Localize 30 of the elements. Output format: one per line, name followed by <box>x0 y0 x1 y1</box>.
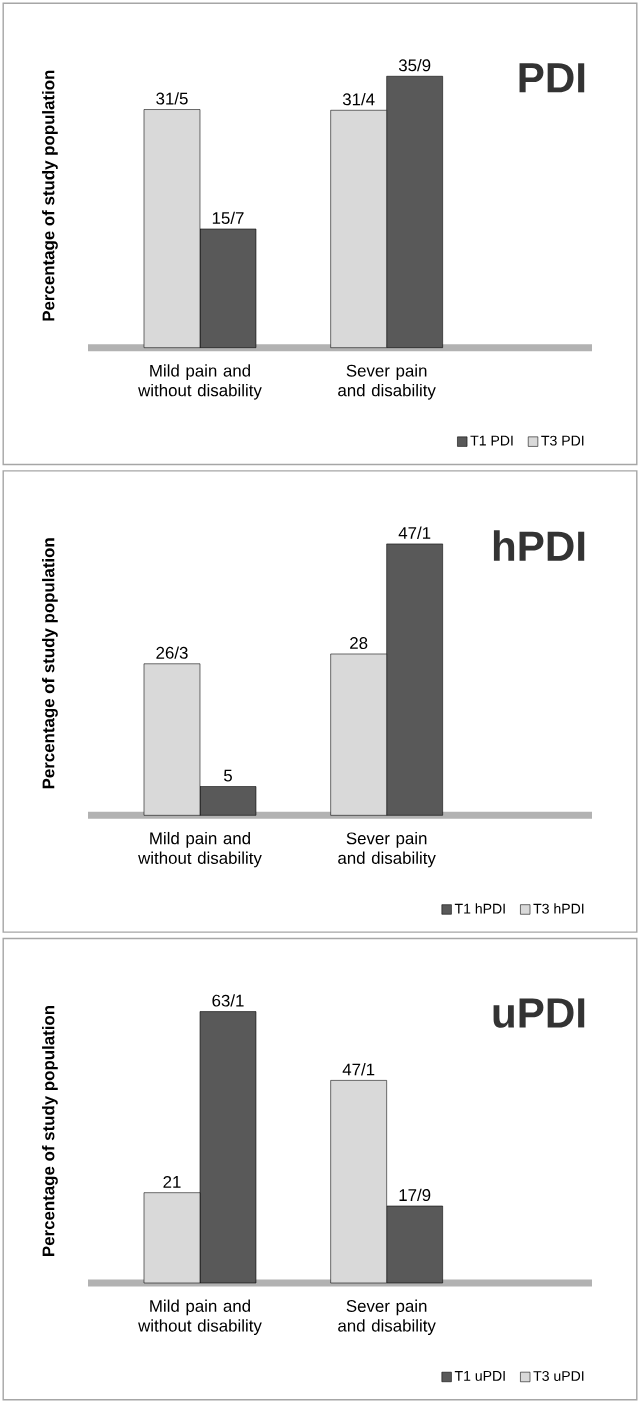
x-tick-label: Sever pain and disability <box>338 1299 436 1336</box>
chart-title: uPDI <box>493 998 585 1028</box>
legend-label: T3 hPDI <box>533 903 584 914</box>
legend-label: T1 PDI <box>470 435 513 446</box>
data-label: 31/4 <box>342 92 375 106</box>
data-label: 31/5 <box>156 92 188 105</box>
data-label: 21 <box>163 1175 181 1188</box>
x-tick-label: Mild pain and without disability <box>138 364 262 400</box>
chart-title: PDI <box>519 63 585 93</box>
data-label: 15/7 <box>212 211 244 224</box>
chart-title: hPDI <box>493 530 585 561</box>
data-label: 28 <box>350 637 368 649</box>
x-tick-label: Mild pain and without disability <box>138 831 262 868</box>
data-label: 63/1 <box>212 994 244 1007</box>
y-axis-title: Percentage of study population <box>42 1005 58 1256</box>
x-tick-label: Sever pain and disability <box>338 831 436 868</box>
data-label: 47/1 <box>342 1063 375 1076</box>
data-label: 35/9 <box>398 58 431 72</box>
data-label: 26/3 <box>156 646 188 659</box>
data-label: 5 <box>223 769 232 782</box>
x-tick-label: Sever pain and disability <box>338 364 436 400</box>
x-tick-label: Mild pain and without disability <box>138 1299 262 1336</box>
legend-label: T3 uPDI <box>533 1371 584 1381</box>
data-label: 47/1 <box>398 526 431 539</box>
y-axis-title: Percentage of study population <box>42 70 58 321</box>
y-axis-title: Percentage of study population <box>42 538 58 789</box>
data-label: 17/9 <box>399 1188 431 1202</box>
legend-label: T1 uPDI <box>454 1371 505 1381</box>
legend-label: T1 hPDI <box>454 903 505 914</box>
legend-label: T3 PDI <box>541 435 584 446</box>
